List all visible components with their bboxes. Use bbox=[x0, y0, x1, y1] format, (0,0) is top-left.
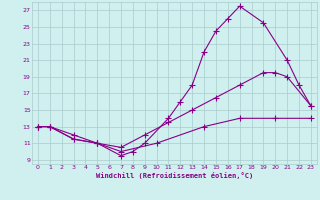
X-axis label: Windchill (Refroidissement éolien,°C): Windchill (Refroidissement éolien,°C) bbox=[96, 172, 253, 179]
